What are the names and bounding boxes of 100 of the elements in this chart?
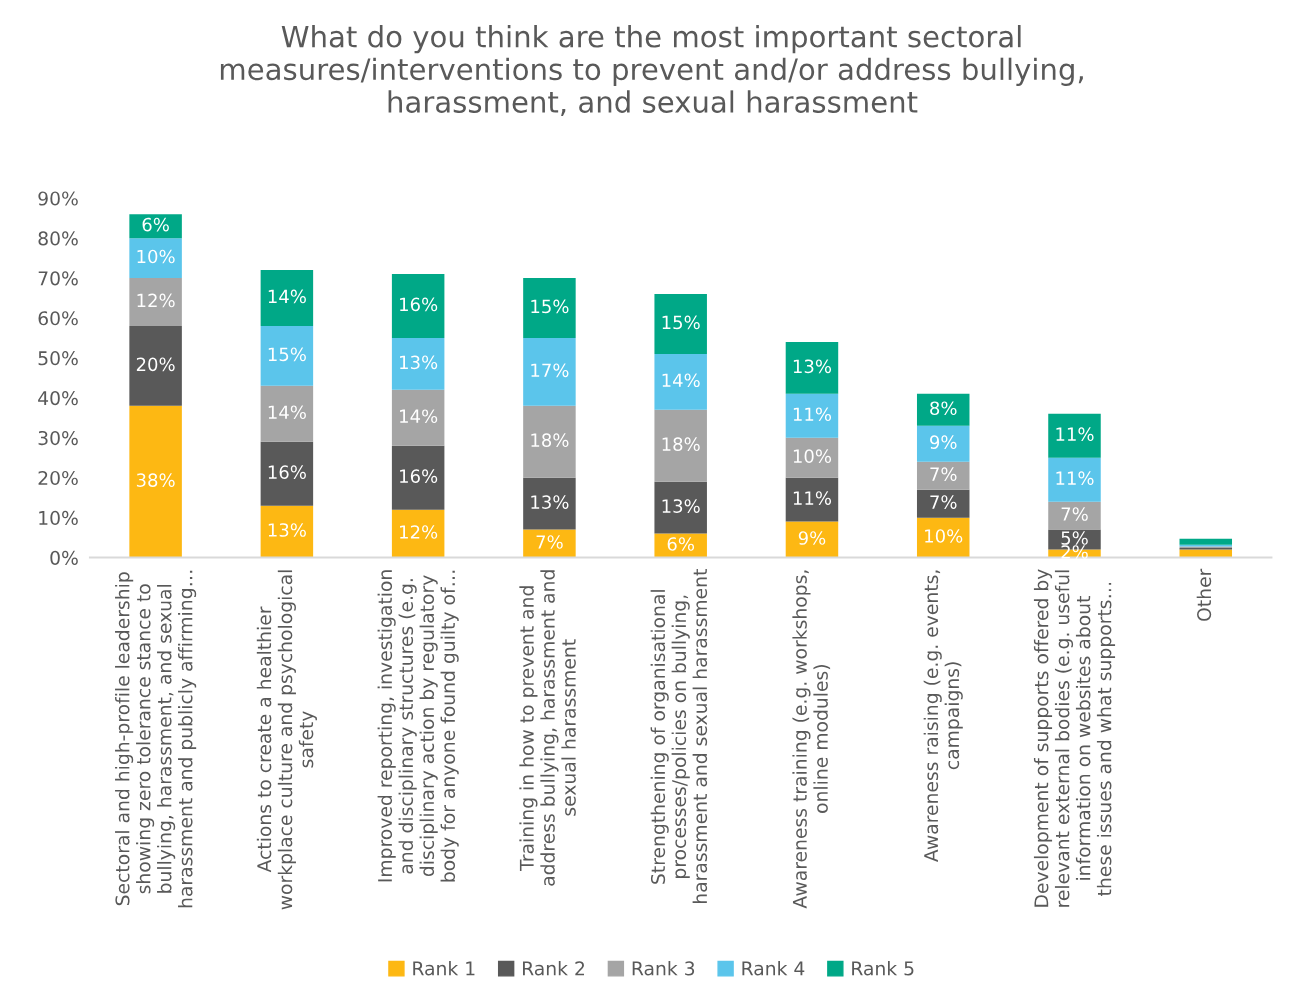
x-tick-label: Sectoral and high-profile leadership showing zero tolerance stance to bullying, harassment, and sexual harassment and publicly affirming… [115,570,197,908]
data-label: 18% [531,433,569,447]
bar [523,337,576,406]
bar [654,409,707,482]
legend-label: Rank 2 [523,960,585,976]
data-label: 15% [531,299,569,314]
x-tick-label: Improved reporting, investigation and disciplinary structures (e.g. disciplinary action by regulatory body for anyone found guilty of… [377,570,459,882]
data-label: 10% [137,249,175,264]
data-label: 12% [400,525,438,539]
bar [260,505,314,558]
bar [523,278,576,338]
data-label: 7% [930,495,957,509]
data-label: 12% [137,293,175,308]
data-label: 11% [793,407,832,422]
data-label: 13% [662,499,700,513]
data-label: 2% [1061,545,1088,559]
data-label: 18% [662,437,700,451]
bar [523,529,576,558]
data-label: 7% [1061,507,1088,521]
data-label: 6% [667,537,695,551]
data-label: 13% [793,359,832,374]
data-label: 11% [793,491,832,505]
bar [260,270,314,326]
x-tick-label: Development of supports offered by relevant external bodies (e.g. useful information on websites about these issues and what supports… [1033,569,1116,907]
legend-label: Rank 4 [742,960,805,976]
data-label: 5% [1061,531,1088,545]
bar [260,325,314,386]
bar [129,214,182,239]
bar [1048,501,1101,530]
y-tick-label: 60% [38,311,78,326]
bar [785,393,839,438]
data-label: 14% [268,405,306,420]
data-label: 8% [930,401,957,416]
x-tick-label: Actions to create a healthier workplace culture and psychological safety [256,570,317,910]
bar [260,441,314,506]
x-tick-label: Awareness raising (e.g. events, campaigns) [923,570,963,863]
bar [391,274,445,338]
data-label: 7% [536,535,563,549]
legend-label: Rank 3 [632,960,695,976]
data-label: 13% [531,495,569,509]
bar [260,385,314,442]
data-label: 16% [400,297,438,312]
data-label: 11% [1056,427,1094,442]
chart-title: What do you think are the most important sectoral measures/interventions to prevent and/or address bullying, harassment, and sexual harassment [220,25,1083,116]
data-label: 14% [400,409,438,424]
data-label: 16% [268,465,306,479]
data-label: 7% [930,467,957,481]
y-tick-label: 80% [38,231,78,246]
y-tick-label: 70% [38,271,78,286]
bar [654,294,707,354]
y-tick-label: 40% [38,391,78,406]
legend-label: Rank 1 [413,960,475,976]
data-label: 14% [268,289,306,304]
bar [916,461,970,490]
data-label: 11% [1056,471,1094,485]
data-label: 13% [400,355,438,370]
x-tick-label: Training in how to prevent and address bullying, harassment and sexual harassment [519,570,576,886]
data-label: 16% [400,469,438,483]
data-label: 9% [930,435,957,449]
x-tick-label: Other [1196,568,1212,621]
data-label: 13% [268,523,306,537]
bar [785,521,839,558]
y-tick-label: 90% [38,191,78,206]
bar [916,425,970,462]
bar [391,445,445,510]
data-label: 10% [793,449,832,463]
bar [785,477,839,522]
bar [654,353,707,410]
data-label: 20% [136,357,175,372]
bar [523,477,576,530]
bar [654,481,707,534]
y-tick-label: 20% [38,470,78,486]
y-tick-label: 10% [39,510,78,526]
y-tick-label: 30% [38,430,78,446]
bar [1048,413,1101,458]
data-label: 10% [925,529,963,543]
y-tick-label: 0% [50,550,78,565]
bar [129,405,182,558]
legend-label: Rank 5 [852,960,914,976]
bar [129,325,182,406]
x-tick-label: Awareness training (e.g. workshops, online modules) [792,570,831,909]
bar [391,337,445,390]
x-tick-label: Strengthening of organisational processes/policies on bullying, harassment and sexual harassment [650,569,708,904]
bar [785,437,839,478]
data-label: 17% [531,363,569,378]
bar [916,393,970,426]
bar [785,341,839,394]
data-label: 6% [142,217,169,232]
bar [391,509,445,558]
bar [1048,457,1101,502]
bar [391,389,445,446]
y-tick-label: 50% [38,351,78,366]
bar [916,489,970,518]
bar [523,405,576,478]
data-label: 15% [662,315,700,330]
data-label: 14% [662,373,700,388]
bar [1179,538,1233,545]
data-label: 9% [798,531,826,545]
data-label: 38% [136,473,175,487]
bar [129,238,182,279]
